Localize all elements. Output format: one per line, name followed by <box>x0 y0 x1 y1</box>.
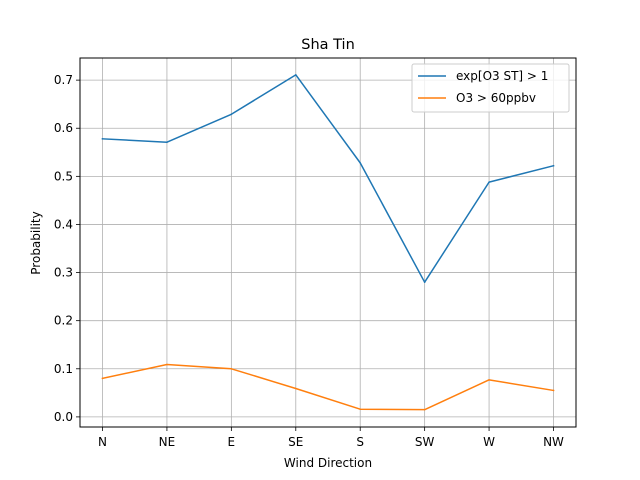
x-tick-label: E <box>228 435 236 449</box>
data-point <box>101 138 104 140</box>
x-tick-label: S <box>356 435 364 449</box>
data-point <box>166 141 168 143</box>
data-point <box>101 377 104 380</box>
legend-label-series-2: O3 > 60ppbv <box>456 91 536 105</box>
legend: exp[O3 ST] > 1 O3 > 60ppbv <box>411 63 570 113</box>
data-point <box>359 408 361 410</box>
y-tick-label: 0.4 <box>54 217 73 231</box>
y-tick-label: 0.3 <box>54 266 73 280</box>
y-tick-label: 0.0 <box>54 410 73 424</box>
y-tick-label: 0.6 <box>54 121 73 135</box>
legend-label-series-1: exp[O3 ST] > 1 <box>456 69 548 83</box>
x-tick-label: SE <box>288 435 303 449</box>
y-tick-label: 0.5 <box>54 169 73 183</box>
series-line-2 <box>101 363 555 411</box>
y-tick-label: 0.2 <box>54 314 73 328</box>
data-point <box>488 181 490 183</box>
y-axis-label: Probability <box>29 211 43 274</box>
plot-frame <box>79 57 577 428</box>
x-tick-label: NE <box>159 435 176 449</box>
grid-lines <box>80 58 576 427</box>
data-point <box>359 162 361 164</box>
series-lines <box>101 74 555 411</box>
data-point <box>230 113 233 116</box>
data-point <box>488 379 490 381</box>
data-point <box>295 74 297 76</box>
chart-title: Sha Tin <box>301 37 355 53</box>
y-tick-label: 0.1 <box>54 362 73 376</box>
axis-ticks: N NE E SE S SW W NW 0.0 0.1 0.2 0.3 0.4 0.5 0.6 0.7 <box>54 73 564 449</box>
data-point <box>166 363 168 366</box>
x-tick-label: N <box>98 435 107 449</box>
data-point <box>423 281 426 283</box>
series-line-1 <box>101 74 555 283</box>
data-point <box>230 368 233 370</box>
data-point <box>552 389 555 392</box>
x-axis-label: Wind Direction <box>284 456 372 470</box>
data-point <box>295 387 297 390</box>
y-tick-label: 0.7 <box>54 73 73 87</box>
data-point <box>552 165 555 167</box>
data-point <box>423 408 426 411</box>
x-tick-label: W <box>483 435 495 449</box>
x-tick-label: NW <box>543 435 564 449</box>
x-tick-label: SW <box>415 435 435 449</box>
legend-box <box>411 63 570 113</box>
